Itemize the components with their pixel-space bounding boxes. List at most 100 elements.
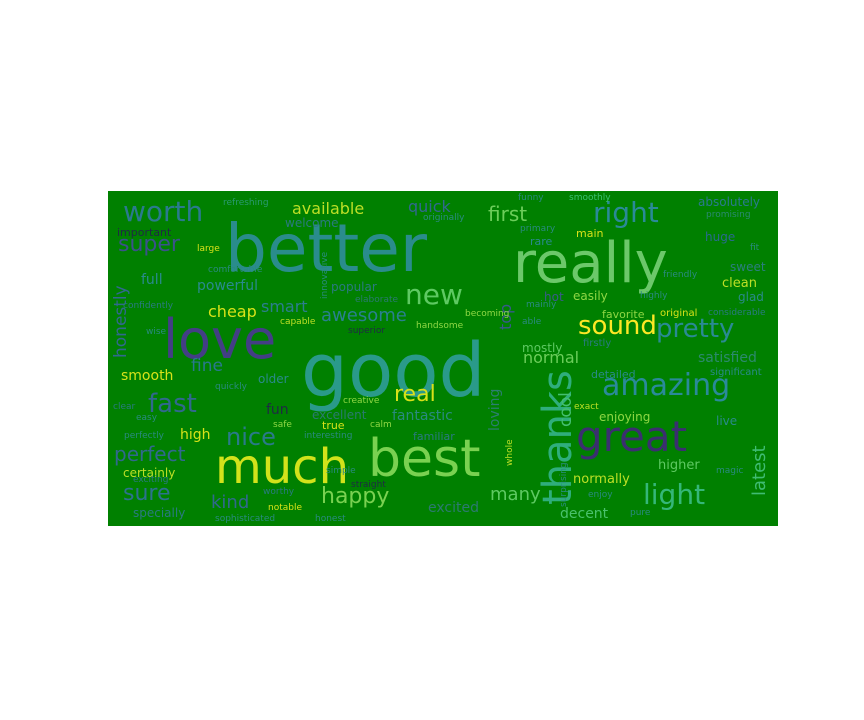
cloud-word: mostly: [522, 341, 563, 355]
cloud-word: fine: [191, 356, 223, 376]
cloud-word: originally: [423, 213, 465, 223]
cloud-word: latest: [749, 445, 770, 496]
cloud-word: amazing: [602, 368, 731, 403]
cloud-word: sure: [123, 481, 171, 506]
cloud-word: surprising: [559, 462, 569, 507]
cloud-word: smart: [261, 297, 308, 316]
cloud-word: quickly: [215, 382, 247, 392]
cloud-word: kind: [211, 492, 250, 513]
cloud-word: powerful: [197, 278, 258, 294]
cloud-word: best: [368, 429, 481, 489]
cloud-word: hot: [544, 290, 564, 304]
cloud-word: perfect: [114, 442, 186, 466]
cloud-word: pure: [630, 508, 651, 518]
cloud-word: exciting: [133, 475, 169, 485]
cloud-word: original: [660, 308, 698, 319]
cloud-word: better: [225, 210, 427, 287]
cloud-word: thanks: [535, 370, 581, 505]
cloud-word: firstly: [583, 338, 612, 349]
cloud-word: available: [292, 199, 365, 218]
cloud-word: higher: [658, 458, 700, 473]
cloud-word: worth: [123, 195, 204, 228]
cloud-word: smoothly: [569, 193, 611, 203]
cloud-word: whole: [505, 439, 515, 466]
cloud-word: right: [593, 196, 659, 229]
cloud-word: detailed: [591, 368, 636, 381]
cloud-word: cheap: [208, 302, 257, 321]
cloud-word: awesome: [321, 305, 407, 326]
cloud-word: cool: [556, 392, 576, 427]
cloud-word: primary: [520, 224, 556, 234]
cloud-word: handsome: [416, 321, 464, 331]
cloud-word: promising: [706, 210, 751, 220]
cloud-word: straight: [351, 480, 386, 490]
cloud-word: high: [180, 427, 211, 443]
cloud-word: nice: [226, 423, 276, 451]
cloud-word: large: [197, 244, 220, 254]
cloud-word: glad: [738, 290, 764, 304]
cloud-word: sweet: [730, 260, 766, 274]
cloud-word: pretty: [656, 314, 735, 344]
cloud-word: true: [322, 419, 345, 432]
cloud-word: significant: [710, 367, 762, 378]
cloud-word: mainly: [526, 300, 557, 310]
cloud-word: creative: [343, 396, 380, 406]
cloud-word: happy: [321, 484, 390, 509]
cloud-word: good: [301, 328, 486, 414]
word-cloud: better good really love best much great thanks a…: [108, 191, 778, 526]
cloud-word: main: [576, 227, 604, 240]
cloud-word: popular: [331, 280, 377, 294]
cloud-word: funny: [518, 193, 544, 203]
cloud-word: considerable: [708, 308, 766, 318]
cloud-word: familiar: [413, 430, 455, 443]
cloud-word: capable: [280, 317, 316, 327]
cloud-word: wise: [146, 327, 167, 337]
cloud-word: full: [141, 272, 163, 288]
cloud-word: refreshing: [223, 198, 269, 208]
cloud-word: excellent: [312, 408, 367, 422]
cloud-word: perfectly: [124, 431, 164, 441]
cloud-word: highly: [640, 291, 668, 301]
cloud-word: loving: [487, 388, 503, 431]
cloud-word: satisfied: [698, 350, 757, 366]
cloud-word: becoming: [465, 309, 510, 319]
cloud-word: magic: [716, 466, 744, 476]
cloud-word: much: [215, 439, 349, 495]
cloud-word: new: [405, 278, 463, 311]
cloud-word: sound: [578, 311, 657, 341]
cloud-word: welcome: [285, 216, 339, 230]
cloud-word: light: [643, 478, 706, 511]
cloud-word: exact: [574, 402, 599, 412]
cloud-word: fun: [266, 402, 289, 418]
cloud-word: calm: [370, 420, 392, 430]
cloud-word: honest: [315, 514, 346, 524]
cloud-word: fast: [148, 389, 197, 419]
cloud-word: sophisticated: [215, 514, 276, 524]
cloud-word: certainly: [123, 466, 176, 480]
cloud-word: normal: [523, 348, 580, 367]
cloud-word: smooth: [121, 368, 174, 384]
cloud-word: love: [163, 308, 277, 371]
cloud-word: innovative: [320, 251, 330, 299]
cloud-word: notable: [268, 503, 303, 513]
cloud-word: simple: [326, 466, 356, 476]
cloud-word: friendly: [663, 270, 698, 280]
cloud-word: live: [716, 414, 738, 428]
cloud-word: quick: [408, 197, 451, 216]
cloud-word: huge: [705, 230, 736, 244]
cloud-word: honestly: [111, 285, 131, 358]
cloud-word: many: [490, 484, 541, 505]
cloud-word: clear: [113, 402, 136, 412]
cloud-word: normally: [573, 472, 630, 487]
cloud-word: enjoy: [588, 490, 613, 500]
cloud-word: able: [522, 317, 542, 327]
cloud-word: excited: [428, 500, 479, 516]
cloud-word: important: [117, 226, 172, 239]
cloud-word: interesting: [304, 431, 353, 441]
cloud-word: clean: [722, 276, 757, 291]
cloud-word: super: [118, 232, 180, 257]
cloud-word: really: [513, 231, 668, 296]
cloud-word: favorite: [602, 308, 645, 321]
cloud-word: comfortable: [208, 265, 263, 275]
cloud-word: absolutely: [698, 195, 761, 209]
